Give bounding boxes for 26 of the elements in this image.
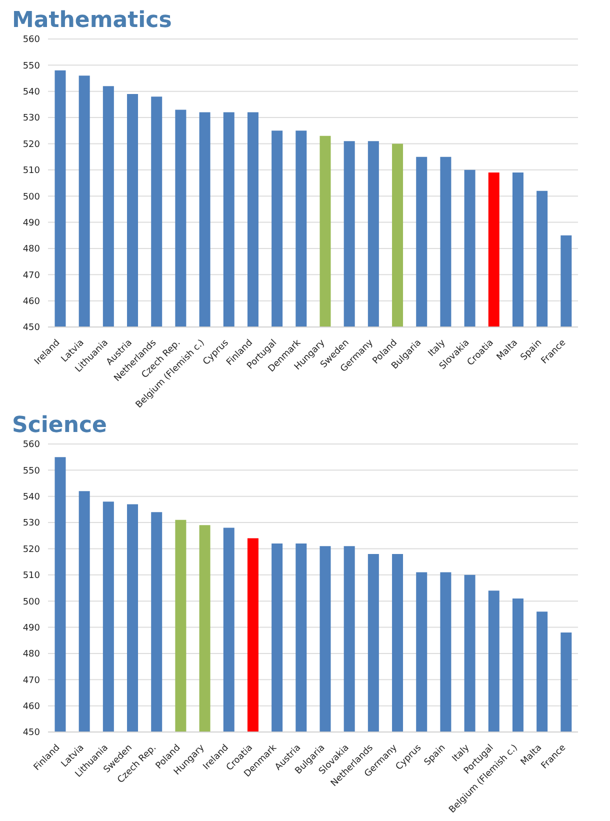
y-tick-label: 500 bbox=[22, 597, 40, 608]
y-tick-label: 560 bbox=[22, 440, 40, 450]
y-tick-label: 530 bbox=[22, 518, 40, 529]
y-tick-label: 550 bbox=[22, 466, 40, 476]
y-tick-label: 470 bbox=[22, 676, 40, 686]
y-tick-label: 540 bbox=[22, 492, 40, 503]
y-tick-label: 480 bbox=[22, 244, 40, 255]
y-tick-label: 510 bbox=[22, 166, 40, 176]
y-tick-label: 480 bbox=[22, 650, 40, 660]
y-tick-label: 490 bbox=[22, 218, 40, 228]
y-tick-label: 450 bbox=[22, 728, 40, 738]
y-tick-label: 450 bbox=[22, 323, 40, 334]
y-tick-label: 540 bbox=[22, 88, 40, 98]
y-tick-label: 530 bbox=[22, 114, 40, 124]
y-tick-label: 510 bbox=[22, 571, 40, 582]
y-tick-label: 460 bbox=[22, 297, 40, 308]
y-tick-label: 550 bbox=[22, 61, 40, 72]
y-tick-label: 470 bbox=[22, 270, 40, 281]
y-tick-label: 520 bbox=[22, 544, 40, 555]
y-tick-label: 560 bbox=[22, 35, 40, 46]
y-tick-label: 460 bbox=[22, 702, 40, 712]
chart-title: Science bbox=[12, 413, 108, 438]
chart-title: Mathematics bbox=[12, 8, 173, 33]
y-tick-label: 490 bbox=[22, 623, 40, 634]
y-tick-label: 500 bbox=[22, 192, 40, 202]
y-tick-label: 520 bbox=[22, 140, 40, 150]
